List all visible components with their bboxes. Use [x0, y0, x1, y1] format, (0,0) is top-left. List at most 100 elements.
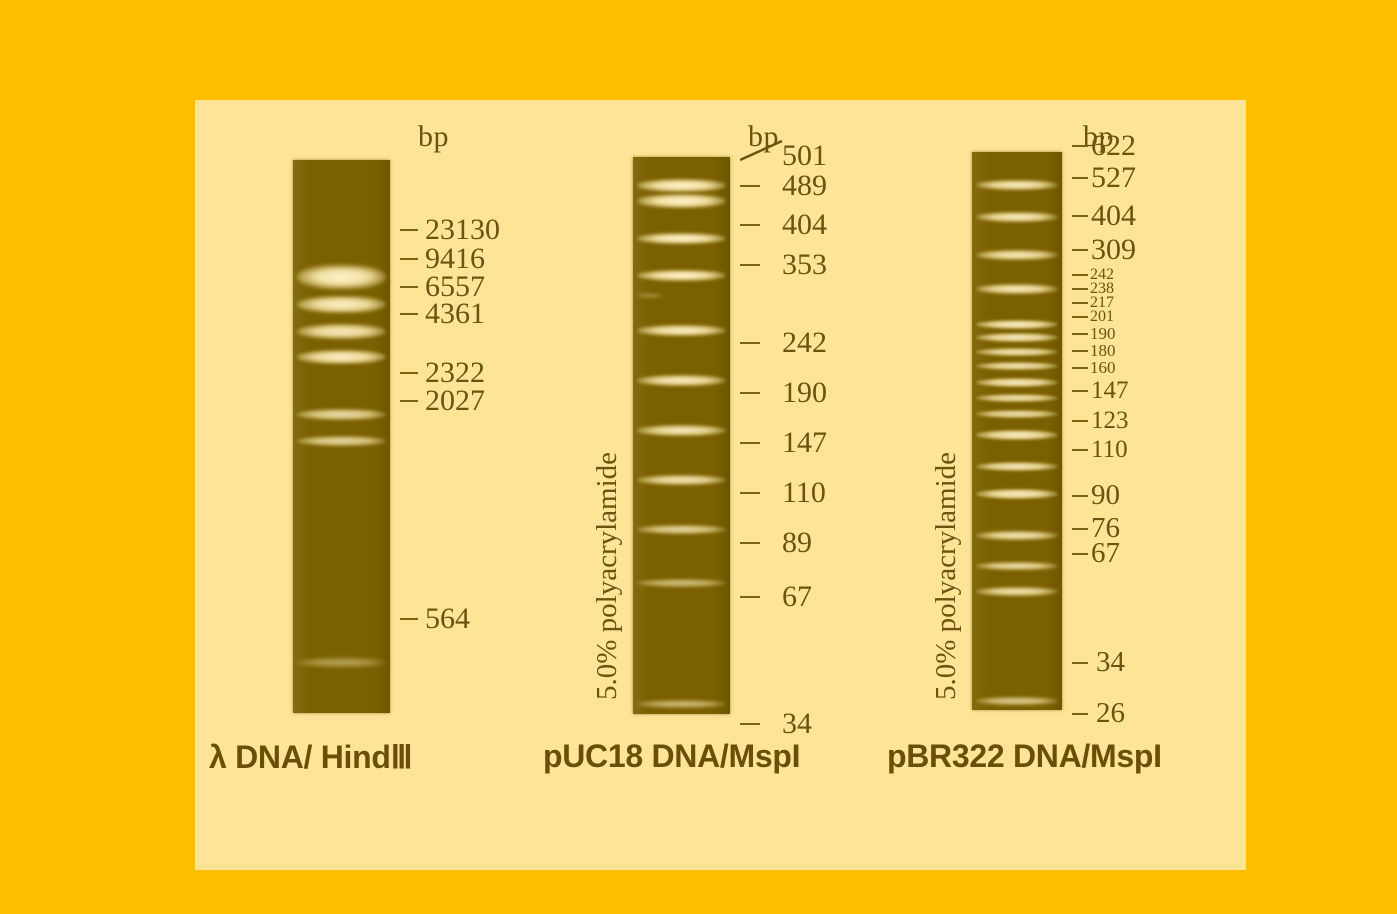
- dna-band: [296, 296, 387, 313]
- bp-marker-label: 527: [1091, 161, 1136, 194]
- dna-band: [975, 333, 1059, 342]
- bp-marker: 9416: [400, 243, 485, 275]
- bp-marker: 242: [740, 327, 827, 359]
- dna-band: [975, 394, 1059, 402]
- tick-dash-icon: [400, 258, 418, 260]
- bp-marker: 26: [1072, 698, 1125, 729]
- vertical-note-lane-3: 5.0% polyacrylamide: [930, 451, 962, 700]
- dna-band: [975, 562, 1059, 570]
- bp-marker-label: 242: [1090, 266, 1114, 283]
- bp-marker: 180: [1072, 341, 1116, 360]
- bp-marker-label: 404: [782, 208, 827, 241]
- bp-marker-label: 110: [1091, 436, 1128, 463]
- bp-marker-label: 147: [1091, 377, 1129, 404]
- bp-marker: 201: [1072, 308, 1114, 326]
- caption-roman-numeral: Ⅲ: [390, 739, 413, 775]
- bp-marker: 564: [400, 603, 470, 635]
- tick-dash-icon: [740, 392, 760, 394]
- bp-marker-label: 147: [782, 426, 827, 459]
- bp-marker: 4361: [400, 298, 485, 330]
- tick-dash-icon: [740, 596, 760, 598]
- bp-header-lane-3: bp: [1083, 120, 1114, 153]
- dna-band: [636, 270, 727, 281]
- dna-band: [975, 531, 1059, 540]
- dna-band: [975, 587, 1059, 596]
- bp-marker: 309: [1072, 234, 1136, 266]
- dna-band: [975, 284, 1059, 294]
- dna-band: [637, 293, 663, 298]
- bp-marker: 527: [1072, 162, 1136, 194]
- tick-dash-icon: [740, 542, 760, 544]
- tick-dash-icon: [1072, 349, 1088, 352]
- lane-group-puc18-mspi: bp 5.0% polyacrylamide 501 489 404 353 242 19…: [195, 100, 895, 870]
- dna-band: [975, 697, 1059, 705]
- caption-text: λ DNA/ Hind: [209, 739, 391, 775]
- bp-marker: 147: [740, 427, 827, 459]
- bp-marker: 89: [740, 527, 812, 559]
- bp-marker-label: 2027: [425, 384, 485, 417]
- dna-band: [975, 430, 1059, 440]
- bp-marker-label: 67: [782, 580, 812, 613]
- bp-header-lane-1: bp: [418, 120, 449, 153]
- gel-lane-puc18-mspi: [633, 157, 730, 714]
- bp-marker-label: 353: [782, 248, 827, 281]
- tick-dash-icon: [1072, 366, 1088, 369]
- bp-marker: 6557: [400, 271, 485, 303]
- tick-dash-icon: [400, 229, 418, 231]
- bp-marker: 190: [740, 377, 827, 409]
- bp-marker: 353: [740, 249, 827, 281]
- bp-marker-label: 190: [782, 376, 827, 409]
- bp-marker-label: 123: [1091, 407, 1129, 434]
- tick-dash-icon: [1072, 661, 1088, 664]
- dna-band: [975, 348, 1059, 356]
- tick-dash-icon: [1072, 712, 1088, 715]
- dna-band: [975, 462, 1059, 471]
- bp-marker-label: 26: [1096, 697, 1125, 729]
- bp-marker: 147: [1072, 377, 1129, 404]
- dna-band: [636, 525, 727, 534]
- tick-dash-icon: [740, 723, 760, 725]
- bp-marker-label: 76: [1091, 512, 1120, 544]
- dna-band: [636, 325, 727, 336]
- tick-dash-icon: [1072, 177, 1088, 179]
- bp-marker: 501: [740, 140, 827, 172]
- tick-dash-icon: [400, 313, 418, 315]
- lane-caption-puc18-mspi: pUC18 DNA/MspI: [543, 738, 801, 774]
- dna-band: [975, 489, 1059, 499]
- bp-marker-label: 4361: [425, 297, 485, 330]
- bp-marker-label: 23130: [425, 213, 500, 246]
- lane-caption-lambda-hindiii: λ DNA/ HindⅢ: [209, 738, 413, 776]
- tick-dash-icon: [400, 372, 418, 374]
- dna-band: [296, 265, 387, 289]
- gel-lane-lambda-hindiii: [293, 160, 390, 713]
- bp-marker: 404: [740, 209, 827, 241]
- dna-band: [975, 212, 1059, 222]
- lane-group-lambda-hindiii: bp 23130 9416 6557 4361 2322 2027 564 λ DNA/ H…: [195, 100, 535, 870]
- bp-marker-label: 201: [1090, 308, 1114, 325]
- tick-dash-icon: [740, 224, 760, 226]
- tick-dash-icon: [1072, 316, 1088, 318]
- bp-marker: 34: [740, 708, 812, 740]
- tick-dash-icon: [1072, 389, 1088, 392]
- bp-marker-label: 90: [1091, 479, 1120, 511]
- bp-marker-label: 34: [782, 707, 812, 740]
- dna-band: [975, 410, 1059, 418]
- gel-lane-pbr322-mspi: [972, 152, 1062, 710]
- bp-marker: 76: [1072, 513, 1120, 544]
- bp-marker-label: 309: [1091, 233, 1136, 266]
- bp-marker-label: 110: [782, 476, 826, 509]
- tick-dash-icon: [1072, 274, 1088, 276]
- bp-marker-label: 217: [1090, 294, 1114, 311]
- dna-band: [975, 362, 1059, 370]
- tick-dash-icon: [740, 264, 760, 266]
- dna-band: [975, 320, 1059, 329]
- dna-band: [296, 350, 387, 364]
- tick-dash-icon: [1072, 288, 1088, 290]
- tick-dash-icon: [400, 400, 418, 402]
- tick-dash-icon: [1072, 145, 1088, 147]
- tick-dash-icon: [1072, 527, 1088, 530]
- bp-marker: 238: [1072, 280, 1114, 298]
- bp-marker-label: 564: [425, 602, 470, 635]
- bp-marker: 123: [1072, 407, 1129, 434]
- bp-marker-label: 622: [1091, 129, 1136, 162]
